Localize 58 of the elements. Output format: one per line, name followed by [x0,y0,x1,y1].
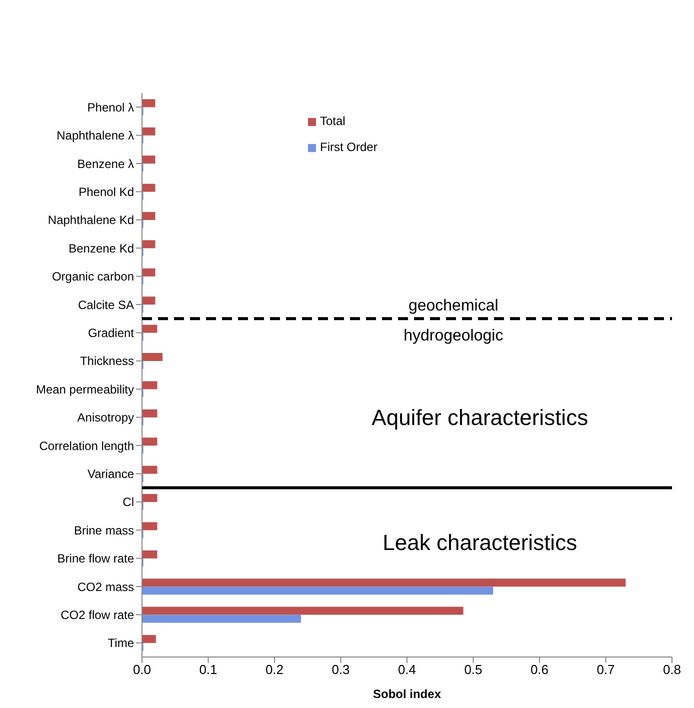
x-tick-label: 0.0 [132,662,152,678]
y-tick-label: Time [108,636,134,650]
y-tick-label: Organic carbon [52,270,134,284]
bar [142,578,626,587]
bar [142,586,494,595]
bar [142,268,156,276]
x-tick-label: 0.1 [199,662,218,678]
annotation: hydrogeologic [404,328,504,345]
y-tick-label: Anisotropy [77,410,134,425]
y-tick-label: Mean permeability [36,382,134,396]
y-tick-label: Gradient [88,326,135,340]
bar [142,156,156,164]
x-tick-label: 0.2 [265,662,284,678]
bar [142,635,156,644]
y-tick-label: Correlation length [39,438,134,453]
y-tick-label: Brine flow rate [57,552,134,566]
bar [142,606,464,615]
bar [142,99,156,108]
y-tick-label: CO2 flow rate [60,608,134,622]
bar [142,240,156,248]
bar [142,466,158,474]
x-tick-label: 0.8 [662,662,682,678]
y-tick-label: Thickness [80,354,134,368]
y-tick-label: CO2 mass [77,580,134,594]
bar [142,614,301,623]
x-tick-label: 0.4 [398,662,416,678]
bar [142,409,158,418]
y-tick-label: Naphthalene λ [56,128,134,143]
y-tick-label: Naphthalene Kd [48,213,134,228]
annotation: Aquifer characteristics [372,405,588,430]
y-tick-label: Brine mass [74,523,134,538]
bar [142,184,156,192]
y-tick-label: Benzene λ [77,156,134,171]
bar [142,494,158,502]
y-tick-label: Cl [122,495,134,510]
x-axis-title: Sobol index [372,687,442,701]
legend-label: First Order [320,140,378,154]
annotation: geochemical [408,298,498,315]
y-tick-label: Calcite SA [78,298,134,312]
bar [142,381,158,390]
bar [142,522,158,530]
y-tick-label: Benzene Kd [68,241,134,256]
bar [142,324,158,333]
bar [142,212,156,220]
y-tick-label: Variance [88,466,134,481]
bar [142,550,158,558]
x-tick-label: 0.7 [596,662,615,678]
x-tick-label: 0.6 [530,662,549,678]
y-tick-label: Phenol λ [87,100,134,114]
bar [142,353,163,362]
x-tick-label: 0.3 [332,662,350,678]
bar [142,296,156,305]
x-tick-label: 0.5 [464,662,482,678]
bar [142,127,156,136]
annotation: Leak characteristics [382,530,578,555]
legend-label: Total [320,114,346,128]
y-tick-label: Phenol Kd [78,184,134,199]
bar [142,438,158,446]
